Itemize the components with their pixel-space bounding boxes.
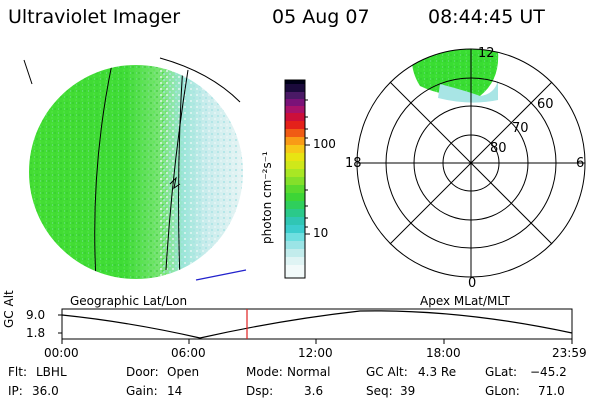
apex-label: Apex MLat/MLT [420,294,510,308]
glon-value: 71.0 [538,384,565,398]
date-label: 05 Aug 07 [272,6,370,28]
x-tick-4: 23:59 [552,346,587,360]
dsp-value: 3.6 [304,384,324,398]
earth-image [29,65,243,279]
x-tick-3: 18:00 [426,346,461,360]
ip-label: IP: [8,384,23,398]
alt-axis-label: GC Alt [2,290,16,328]
door-value: Open [167,365,200,379]
mlt-label-6: 6 [576,156,585,171]
time-label: 08:44:45 UT [428,6,545,28]
glon-label: GLon: [485,384,520,398]
mode-value: Normal [287,365,331,379]
colorbar-tick-100: 100 [313,137,336,151]
gain-label: Gain: [126,384,158,398]
geographic-label: Geographic Lat/Lon [70,294,188,308]
seq-value: 39 [400,384,416,398]
lat-label-80: 80 [490,141,507,156]
flt-value: LBHL [36,365,67,379]
door-label: Door: [126,365,159,379]
mlt-label-0: 0 [468,276,477,291]
glat-value: −45.2 [530,365,567,379]
lat-label-60: 60 [537,97,554,112]
mlt-label-12: 12 [478,46,495,61]
lat-label-70: 70 [512,121,529,136]
altitude-plot [58,308,573,344]
dsp-label: Dsp: [246,384,274,398]
color-bar [284,79,310,279]
x-tick-2: 12:00 [298,346,333,360]
polar-plot [356,48,586,278]
glat-label: GLat: [485,365,518,379]
gain-value: 14 [167,384,183,398]
x-tick-1: 06:00 [171,346,206,360]
alt-y-lo: 1.8 [26,326,46,340]
mlt-label-18: 18 [345,156,362,171]
mode-label: Mode: [246,365,283,379]
colorbar-tick-10: 10 [313,226,329,240]
x-tick-0: 00:00 [44,346,79,360]
alt-y-hi: 9.0 [26,308,46,322]
gcalt-value: 4.3 Re [418,365,457,379]
gcalt-label: GC Alt: [366,365,408,379]
seq-label: Seq: [366,384,393,398]
colorbar-unit-label: photon cm⁻²s⁻¹ [260,151,274,244]
ip-value: 36.0 [32,384,59,398]
app-title: Ultraviolet Imager [8,6,181,28]
flt-label: Flt: [8,365,27,379]
